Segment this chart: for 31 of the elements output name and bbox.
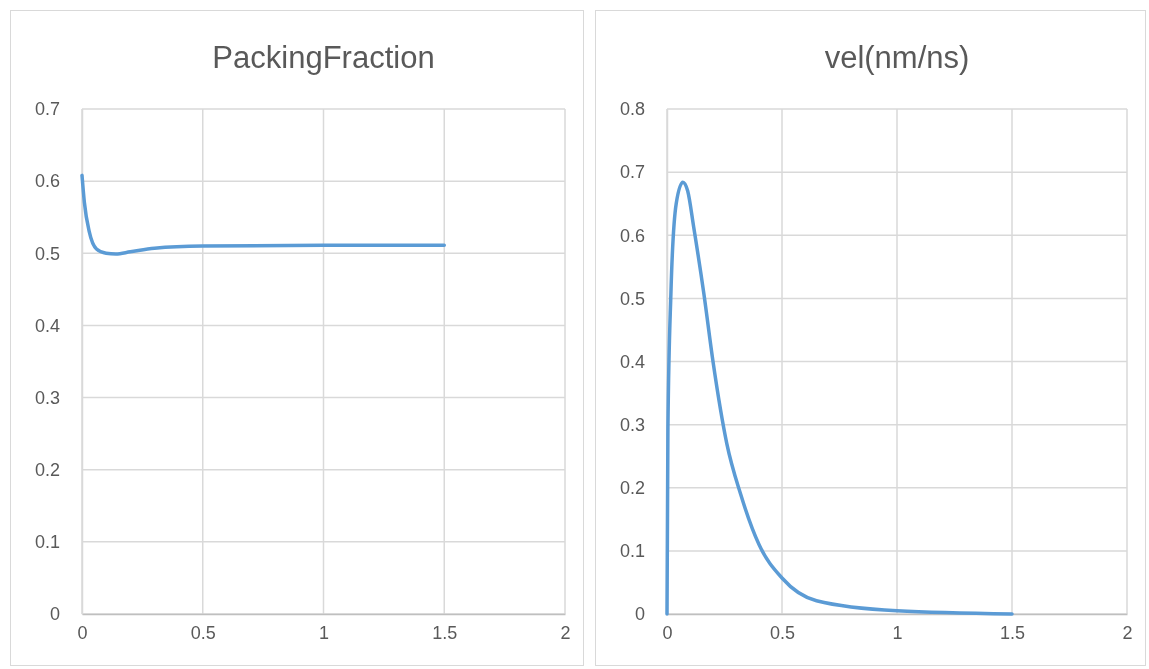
x-tick-label: 0.5 [190,622,216,643]
x-tick-label: 0 [662,622,673,643]
y-tick-label: 0.3 [34,387,60,408]
x-tick-label: 1 [318,622,330,643]
x-tick-label: 0 [77,622,88,643]
y-tick-label: 0 [634,604,645,625]
y-tick-label: 0.2 [619,478,645,499]
y-tick-label: 0.1 [34,532,60,553]
x-tick-label: 1.5 [432,622,458,643]
y-tick-label: 0.6 [34,171,60,192]
x-tick-label: 1.5 [999,622,1026,643]
chart-title: PackingFraction [212,40,435,75]
y-tick-label: 0.6 [619,225,645,246]
line-series [80,173,446,256]
chart-title: vel(nm/ns) [824,40,970,75]
y-tick-label: 0.7 [619,162,645,183]
y-tick-label: 0.5 [619,288,645,309]
y-tick-label: 0.7 [34,99,60,120]
x-tick-label: 1 [892,622,903,643]
y-tick-label: 0.1 [619,541,645,562]
x-tick-label: 2 [1122,622,1133,643]
y-tick-label: 0.5 [34,243,60,264]
y-tick-label: 0.8 [619,99,645,120]
y-tick-label: 0.4 [619,351,645,372]
y-tick-label: 0.3 [619,414,645,435]
y-tick-label: 0 [49,604,60,625]
y-tick-label: 0.4 [34,315,60,336]
y-tick-label: 0.2 [34,459,60,480]
x-tick-label: 0.5 [769,622,796,643]
x-tick-label: 2 [560,622,571,643]
line-series [665,180,1014,616]
